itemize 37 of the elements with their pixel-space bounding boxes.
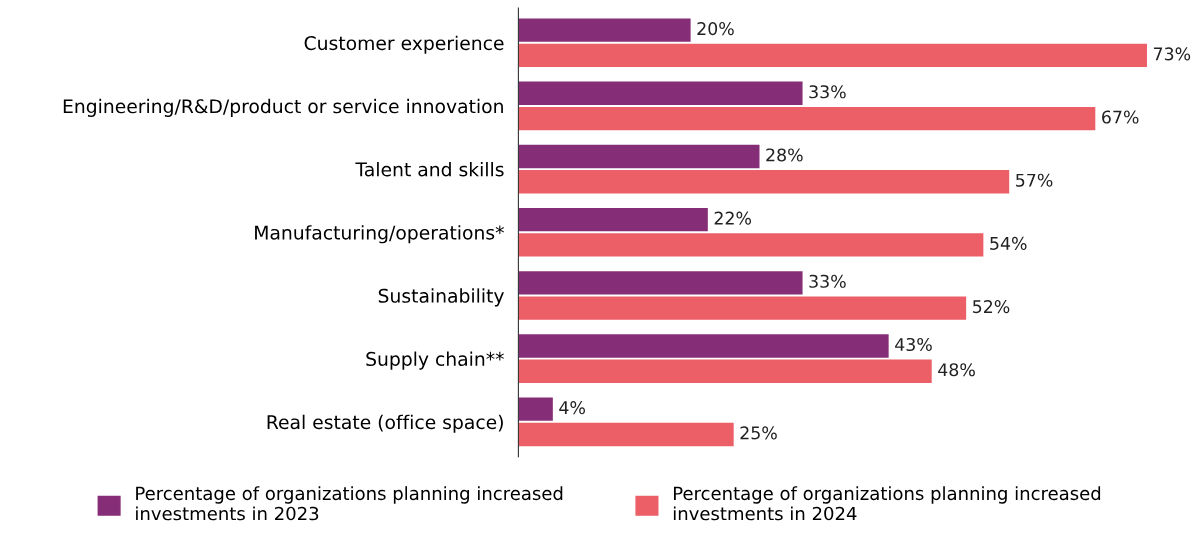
data-label: 33% bbox=[809, 274, 846, 288]
bar bbox=[518, 81, 803, 105]
bar bbox=[518, 207, 708, 232]
y-tick-label: Customer experience bbox=[304, 35, 504, 54]
data-label: 57% bbox=[1016, 173, 1053, 187]
bar bbox=[518, 397, 553, 421]
legend-label: Percentage of organizations planning increased investments in 2023 bbox=[136, 486, 563, 521]
data-label: 52% bbox=[973, 300, 1010, 314]
y-tick-label: Engineering/R&D/product or service innovation bbox=[63, 98, 503, 117]
data-label: 20% bbox=[697, 22, 734, 36]
data-label: 25% bbox=[740, 426, 777, 440]
bar bbox=[518, 422, 734, 447]
bar bbox=[518, 106, 1096, 131]
bar bbox=[518, 296, 967, 320]
bar bbox=[518, 334, 889, 358]
y-tick-label: Manufacturing/operations* bbox=[255, 225, 504, 244]
y-tick-label: Real estate (office space) bbox=[267, 414, 503, 433]
data-label: 67% bbox=[1102, 110, 1139, 124]
data-label: 33% bbox=[809, 85, 846, 99]
bar bbox=[518, 170, 1010, 194]
bar bbox=[518, 144, 760, 169]
bar bbox=[518, 271, 803, 295]
legend-label: Percentage of organizations planning increased investments in 2024 bbox=[673, 486, 1101, 521]
data-label: 43% bbox=[895, 337, 932, 352]
bar bbox=[518, 43, 1147, 68]
y-tick-label: Talent and skills bbox=[355, 161, 504, 177]
data-label: 73% bbox=[1153, 47, 1191, 61]
data-label: 4% bbox=[559, 401, 585, 415]
bar bbox=[518, 18, 691, 42]
data-label: 22% bbox=[714, 211, 752, 225]
bar bbox=[518, 359, 932, 383]
data-label: 28% bbox=[766, 148, 803, 162]
data-label: 54% bbox=[990, 236, 1027, 250]
bar bbox=[518, 233, 984, 257]
y-tick-label: Sustainability bbox=[378, 288, 504, 307]
y-tick-label: Supply chain** bbox=[366, 351, 504, 370]
data-label: 48% bbox=[938, 363, 975, 377]
